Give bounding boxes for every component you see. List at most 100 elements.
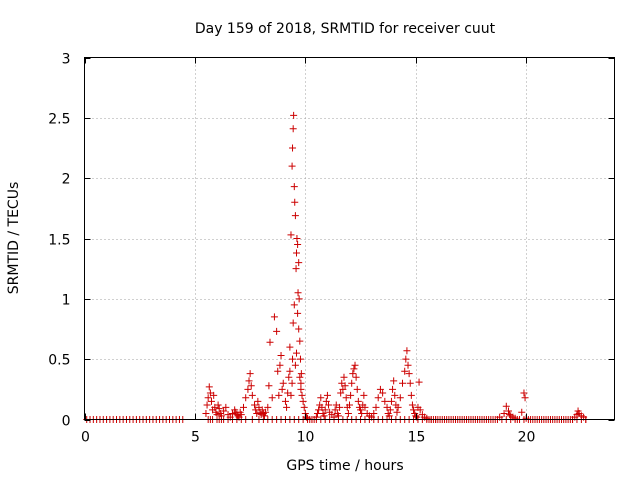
data-point <box>396 394 404 402</box>
data-point <box>274 367 282 375</box>
data-point <box>220 407 228 415</box>
data-point <box>351 361 359 369</box>
data-point <box>270 313 278 321</box>
y-tick-label: 0 <box>62 414 71 430</box>
data-point <box>291 361 299 369</box>
data-point <box>293 249 300 257</box>
data-point <box>242 394 250 402</box>
data-point <box>389 385 397 393</box>
data-point <box>203 401 211 409</box>
data-point <box>289 144 297 152</box>
data-point <box>254 397 262 405</box>
data-point <box>348 379 356 387</box>
x-tick-label: 0 <box>81 430 90 446</box>
data-point <box>297 385 305 393</box>
data-point <box>391 391 399 399</box>
data-point <box>240 403 247 411</box>
data-point <box>245 377 253 385</box>
data-point <box>278 385 286 393</box>
data-point <box>202 409 210 417</box>
data-point <box>349 370 357 378</box>
data-point <box>394 403 402 411</box>
data-point <box>352 373 360 381</box>
data-point <box>341 382 349 390</box>
data-point <box>416 406 424 414</box>
data-point <box>210 391 218 399</box>
data-point <box>505 407 512 415</box>
data-point <box>286 343 294 351</box>
data-point <box>292 265 300 273</box>
data-point <box>291 212 299 220</box>
y-axis-label: SRMTID / TECUs <box>6 182 22 295</box>
data-point <box>322 397 330 405</box>
y-tick-label: 0.5 <box>48 353 70 369</box>
data-point <box>294 309 302 317</box>
data-point <box>276 361 284 369</box>
data-point <box>298 391 306 399</box>
data-point <box>415 378 423 386</box>
data-point <box>500 409 508 417</box>
data-point <box>350 365 358 373</box>
data-point <box>300 403 308 411</box>
data-point <box>372 403 380 411</box>
data-point <box>344 409 352 417</box>
x-tick-label: 10 <box>297 430 315 446</box>
data-point <box>317 394 325 402</box>
data-point <box>353 385 361 393</box>
data-point <box>287 231 295 239</box>
data-point <box>346 401 353 409</box>
y-tick-label: 1 <box>62 293 71 309</box>
data-point <box>228 409 236 417</box>
data-point <box>273 327 281 335</box>
data-point <box>205 383 213 391</box>
x-axis-label: GPS time / hours <box>286 458 403 474</box>
data-point <box>262 408 270 416</box>
y-tick-label: 2 <box>62 172 71 188</box>
data-point <box>297 370 305 378</box>
data-point <box>288 162 296 170</box>
data-point <box>295 295 303 303</box>
data-point <box>386 406 394 414</box>
y-tick-label: 2.5 <box>48 112 70 128</box>
y-tick-label: 3 <box>62 52 71 68</box>
data-point <box>253 409 261 417</box>
data-point <box>518 408 526 416</box>
data-point <box>290 111 298 119</box>
data-point <box>289 319 297 327</box>
data-point <box>337 389 345 397</box>
data-point <box>387 397 395 405</box>
data-point <box>207 397 215 405</box>
data-point <box>295 259 303 267</box>
data-point <box>342 394 350 402</box>
chart-title: Day 159 of 2018, SRMTID for receiver cuu… <box>195 21 496 37</box>
data-point <box>290 183 298 191</box>
data-point <box>357 406 365 414</box>
data-point <box>354 397 362 405</box>
data-point <box>248 391 256 399</box>
data-point <box>295 325 303 333</box>
data-point <box>321 406 329 414</box>
data-point <box>502 402 510 410</box>
data-point <box>289 355 297 363</box>
data-point <box>340 373 348 381</box>
data-point <box>404 361 412 369</box>
data-point <box>234 412 242 420</box>
data-point <box>293 349 300 357</box>
data-point <box>399 379 406 387</box>
data-point <box>379 389 387 397</box>
data-point <box>331 406 339 414</box>
data-point <box>408 401 416 409</box>
data-point <box>285 373 293 381</box>
data-point <box>520 389 528 397</box>
data-point <box>275 391 283 399</box>
data-point <box>296 373 304 381</box>
data-point <box>268 394 276 402</box>
data-point <box>299 397 307 405</box>
data-point <box>361 403 369 411</box>
data-point <box>521 394 529 402</box>
plot-frame <box>84 57 615 420</box>
data-point <box>266 338 274 346</box>
data-point <box>410 406 418 414</box>
data-point <box>323 391 331 399</box>
data-point <box>281 397 289 405</box>
